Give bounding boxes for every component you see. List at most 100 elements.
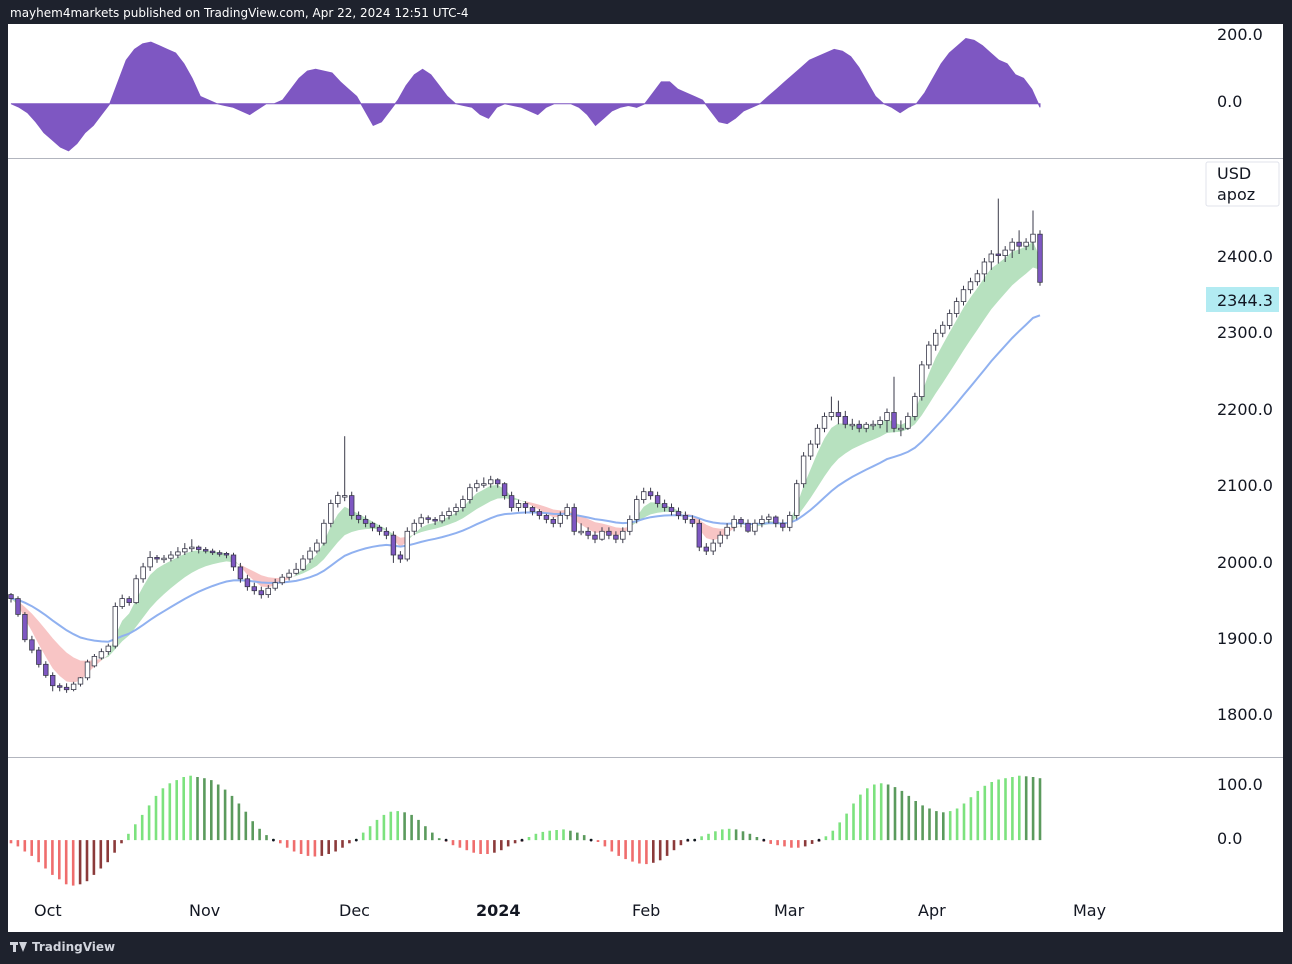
histogram-bar — [1004, 778, 1007, 841]
histogram-bar — [313, 840, 317, 857]
histogram-cross-marker — [762, 838, 766, 842]
histogram-bar — [976, 790, 980, 841]
candle-body — [355, 514, 362, 520]
candle — [689, 515, 696, 528]
histogram-bar — [251, 821, 254, 841]
histogram-bar — [824, 836, 828, 841]
candle-body — [335, 495, 341, 504]
tradingview-logo-icon — [10, 941, 28, 953]
candle-body — [474, 483, 480, 489]
candle-body — [362, 518, 369, 524]
candle-body — [738, 518, 744, 524]
candle-body — [654, 495, 661, 504]
candle — [223, 551, 230, 559]
candle — [557, 511, 563, 528]
histogram-bar — [714, 831, 717, 841]
candle-body — [578, 530, 584, 534]
candle-body — [195, 546, 202, 550]
time-label-2024: 2024 — [476, 901, 521, 920]
candle — [175, 547, 181, 559]
price-axis-label-2300: 2300.0 — [1217, 323, 1273, 342]
candle-body — [383, 530, 390, 536]
candle — [112, 602, 118, 649]
candle — [835, 400, 842, 425]
candle — [905, 412, 911, 430]
candle — [627, 515, 633, 536]
candle — [411, 519, 417, 536]
candle-body — [995, 253, 1001, 257]
histogram-bar — [493, 840, 496, 853]
candle — [362, 515, 369, 528]
histogram-bar — [886, 784, 890, 841]
histogram-pane[interactable] — [9, 775, 1042, 886]
histogram-bar — [790, 840, 793, 848]
candle-body — [258, 590, 264, 596]
candle — [265, 585, 271, 598]
candle-body — [1023, 241, 1029, 247]
candle — [960, 285, 967, 306]
histogram-bar — [23, 840, 27, 852]
histogram-bar — [375, 819, 379, 841]
histogram-bar — [658, 840, 662, 861]
candle-body — [494, 479, 501, 485]
candle-body — [696, 522, 702, 548]
histogram-bar — [327, 840, 330, 854]
ribbon-cloud-bearish — [11, 499, 755, 683]
candle-body — [432, 518, 438, 522]
chart-canvas[interactable]: 200.0 0.0 USD apoz 2400.0 2300.0 2200.0 … — [8, 24, 1283, 932]
candle-body — [766, 516, 772, 520]
candle-body — [828, 412, 835, 417]
histogram-bar — [44, 840, 47, 869]
histogram-bar — [990, 782, 993, 841]
price-pane[interactable] — [8, 198, 1043, 693]
candle — [717, 531, 723, 548]
candle-body — [63, 686, 70, 691]
candle-body — [599, 530, 605, 540]
candle-body — [425, 517, 431, 520]
osc-axis-label-0: 0.0 — [1217, 92, 1242, 111]
oscillator-pane[interactable] — [10, 37, 1041, 152]
candle — [738, 517, 744, 528]
time-label-dec: Dec — [339, 901, 370, 920]
histogram-bar — [741, 831, 745, 841]
candle-body — [919, 364, 925, 397]
candle-body — [529, 507, 536, 512]
histogram-bar — [748, 833, 752, 841]
candle-body — [265, 587, 271, 595]
histogram-bar — [997, 779, 1000, 841]
histogram-bar — [58, 840, 61, 880]
candle-body — [397, 554, 404, 560]
candle-body — [161, 557, 167, 561]
candle — [182, 543, 188, 555]
candle-body — [209, 550, 216, 554]
candle — [620, 527, 626, 544]
histogram-bar — [576, 832, 579, 841]
time-label-oct: Oct — [34, 901, 62, 920]
histogram-bar — [548, 830, 551, 841]
candle-body — [154, 557, 160, 560]
candle — [536, 509, 543, 520]
histogram-bar — [907, 795, 911, 841]
candle — [126, 596, 132, 606]
currency-box[interactable]: USD apoz — [1205, 161, 1280, 207]
candle-body — [522, 503, 529, 508]
candle — [571, 503, 577, 536]
candle — [613, 531, 619, 544]
candle — [348, 491, 355, 520]
tradingview-footer[interactable]: TradingView — [10, 940, 115, 954]
candle — [418, 513, 424, 528]
candle — [161, 555, 167, 563]
candle-body — [481, 483, 487, 486]
candle-body — [884, 412, 890, 421]
candle-body — [91, 656, 98, 667]
histogram-bar — [85, 840, 89, 882]
last-price-label: 2344.3 — [1217, 291, 1273, 310]
candle — [209, 548, 216, 555]
histogram-bar — [879, 783, 883, 841]
chart-frame[interactable]: 200.0 0.0 USD apoz 2400.0 2300.0 2200.0 … — [8, 24, 1283, 932]
histogram-bar — [479, 840, 482, 854]
histogram-bar — [306, 840, 310, 856]
histogram-bar — [196, 777, 199, 841]
histogram-bar — [928, 808, 931, 841]
hist-axis-label-0: 0.0 — [1217, 829, 1242, 848]
